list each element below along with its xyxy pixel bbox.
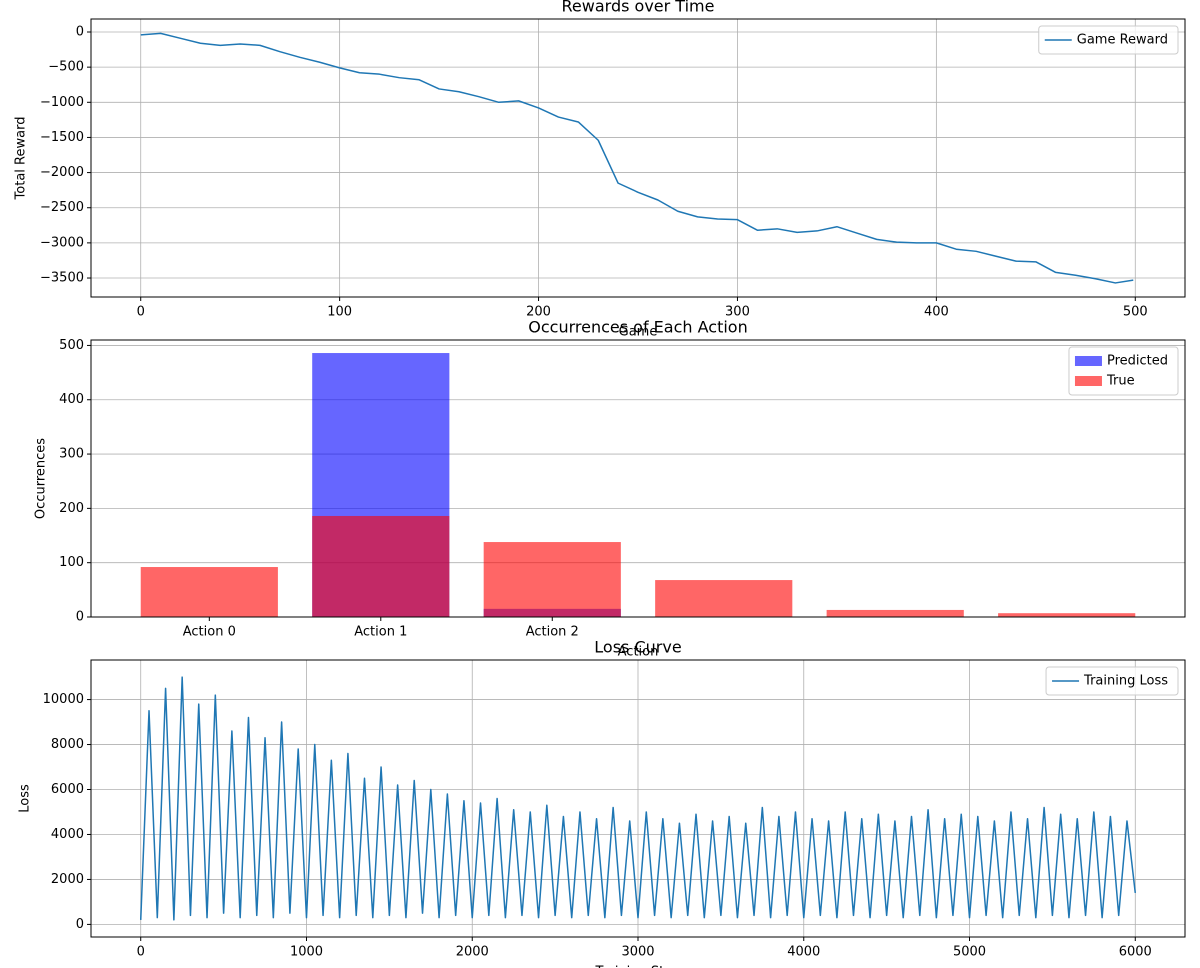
- bar: [312, 515, 450, 617]
- y-tick-label: 300: [59, 447, 84, 462]
- y-tick-label: 100: [59, 555, 84, 570]
- x-tick-label: 3000: [621, 945, 654, 960]
- x-tick-label: Action 0: [183, 625, 236, 640]
- y-tick-label: −2000: [40, 165, 84, 180]
- y-tick-label: 200: [59, 501, 84, 516]
- y-axis-label: Total Reward: [14, 117, 29, 201]
- x-tick-label: 0: [137, 305, 145, 320]
- bar: [655, 580, 793, 617]
- line-series: [139, 676, 1137, 921]
- chart-title: Rewards over Time: [562, 0, 715, 16]
- y-tick-label: 4000: [51, 827, 84, 842]
- legend-swatch: [1074, 376, 1102, 386]
- x-tick-label: 1000: [290, 945, 323, 960]
- x-axis-label: Game: [619, 325, 658, 340]
- subplot: 0 2000 4000 6000 8000 10000 0 1000 2000 3000 4000 5…: [18, 638, 1186, 968]
- legend: Training Loss: [1045, 666, 1179, 696]
- x-tick-label: 100: [327, 305, 352, 320]
- y-tick-label: −2500: [40, 200, 84, 215]
- axes-frame: [90, 339, 1186, 618]
- x-axis-label: Training Step: [594, 965, 680, 968]
- x-axis-label: Action: [618, 645, 659, 660]
- x-tick-label: 500: [1123, 305, 1148, 320]
- y-tick-label: 2000: [51, 872, 84, 887]
- bar: [483, 542, 621, 617]
- x-tick-label: 0: [137, 945, 145, 960]
- subplot: −3500 −3000 −2500 −2000 −1500 −1000 −500 0 0 100 2…: [14, 0, 1186, 340]
- axes-frame: [90, 18, 1186, 298]
- y-tick-label: 0: [76, 25, 84, 40]
- x-tick-label: 300: [725, 305, 750, 320]
- y-tick-label: −500: [48, 60, 84, 75]
- x-tick-label: 2000: [456, 945, 489, 960]
- bar: [140, 567, 278, 617]
- y-tick-label: 0: [76, 917, 84, 932]
- subplot: 0 100 200 300 400 500 Action 0 Action 1 Action 2…: [34, 318, 1186, 660]
- line-series: [140, 32, 1134, 284]
- x-tick-label: 400: [924, 305, 949, 320]
- y-tick-label: 6000: [51, 782, 84, 797]
- y-tick-label: −1500: [40, 130, 84, 145]
- legend: Predicted True: [1068, 346, 1179, 396]
- chart-title: Loss Curve: [594, 638, 681, 657]
- y-tick-label: −1000: [40, 95, 84, 110]
- y-tick-label: 10000: [43, 692, 84, 707]
- y-tick-label: 8000: [51, 737, 84, 752]
- x-tick-label: 5000: [953, 945, 986, 960]
- legend-label: Training Loss: [1083, 674, 1168, 689]
- y-tick-label: −3500: [40, 271, 84, 286]
- legend-label: Predicted: [1107, 354, 1168, 369]
- y-tick-label: 0: [76, 610, 84, 625]
- chart-title: Occurrences of Each Action: [528, 318, 747, 337]
- y-axis-label: Loss: [18, 784, 33, 813]
- x-tick-label: 6000: [1119, 945, 1152, 960]
- legend-box: [1045, 666, 1179, 696]
- y-tick-label: −3000: [40, 235, 84, 250]
- legend-swatch: [1074, 356, 1102, 366]
- bar: [998, 613, 1136, 617]
- x-tick-label: Action 1: [354, 625, 407, 640]
- x-tick-label: Action 2: [526, 625, 579, 640]
- y-tick-label: 400: [59, 392, 84, 407]
- legend-label: True: [1106, 374, 1135, 389]
- x-tick-label: 4000: [787, 945, 820, 960]
- bar: [826, 609, 964, 617]
- axes-frame: [90, 659, 1186, 938]
- legend-box: [1038, 25, 1179, 55]
- x-tick-label: 200: [526, 305, 551, 320]
- legend: Game Reward: [1038, 25, 1179, 55]
- y-axis-label: Occurrences: [34, 438, 49, 519]
- y-tick-label: 500: [59, 338, 84, 353]
- legend-label: Game Reward: [1077, 33, 1168, 48]
